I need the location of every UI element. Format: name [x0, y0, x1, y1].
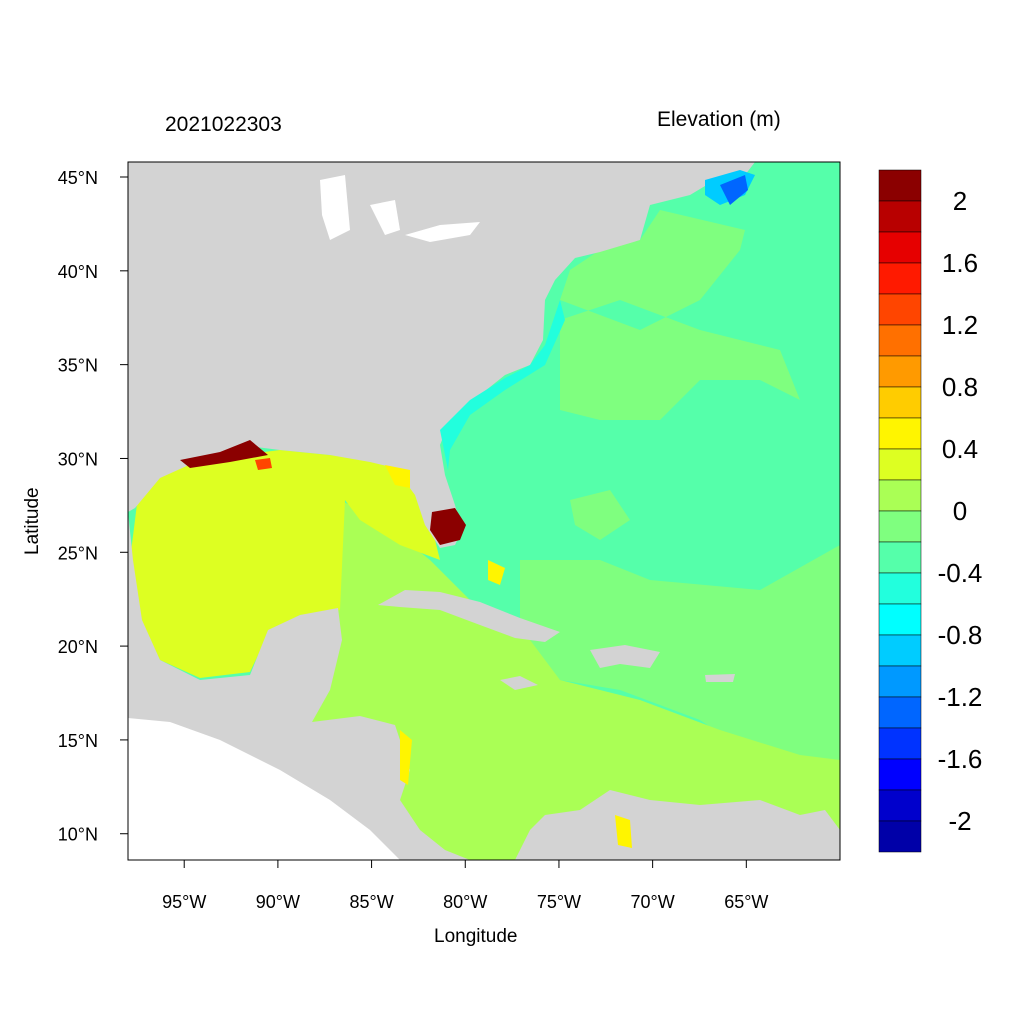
x-tick-label: 70°W [631, 892, 675, 912]
caribbean-water [300, 500, 840, 860]
colorbar-bin [878, 727, 922, 760]
great-lakes-nodata [320, 175, 480, 242]
gulf-of-mexico-water [130, 450, 440, 678]
pacific-nodata [128, 718, 400, 860]
colorbar-bin [878, 789, 922, 822]
colorbar: 2 1.6 1.2 0.8 0.4 0 -0.4 -0.8 -1.2 -1.6 -2 [878, 169, 983, 853]
colorbar-bin [878, 541, 922, 574]
colorbar-bin [878, 758, 922, 791]
y-tick-label: 45°N [58, 168, 98, 188]
y-tick-label: 20°N [58, 637, 98, 657]
colorbar-bin [878, 200, 922, 233]
atlantic-green-region [520, 210, 840, 760]
colorbar-label: -2 [948, 806, 971, 836]
x-tick-label: 65°W [724, 892, 768, 912]
y-axis-label: Latitude [22, 487, 43, 555]
colorbar-bin [878, 355, 922, 388]
y-tick-label: 30°N [58, 449, 98, 469]
land-hispaniola [590, 645, 660, 668]
colorbar-bin [878, 572, 922, 605]
y-axis: 10°N 15°N 20°N 25°N 30°N 35°N 40°N 45°N [58, 168, 128, 845]
plot-frame [127, 161, 841, 861]
x-axis: 95°W 90°W 85°W 80°W 75°W 70°W 65°W [162, 860, 768, 912]
surge-florida [430, 508, 466, 545]
y-tick-label: 35°N [58, 356, 98, 376]
colorbar-bin [878, 386, 922, 419]
colorbar-bin [878, 448, 922, 481]
colorbar-bin [878, 820, 922, 853]
colorbar-bin [878, 510, 922, 543]
colorbar-label: -0.8 [938, 620, 983, 650]
colorbar-bin [878, 665, 922, 698]
colorbar-bin [878, 634, 922, 667]
land-south-america [515, 790, 840, 860]
coastal-cyan-east [440, 300, 565, 470]
surge-gulf-coast [180, 440, 268, 468]
colorbar-label: -1.6 [938, 744, 983, 774]
surge-louisiana [255, 458, 272, 470]
colorbar-title: Elevation (m) [657, 108, 781, 131]
colorbar-label: 1.2 [942, 310, 978, 340]
colorbar-label: 1.6 [942, 248, 978, 278]
colorbar-label: 2 [953, 186, 967, 216]
colorbar-bin [878, 169, 922, 202]
colorbar-label: 0.8 [942, 372, 978, 402]
colorbar-bin [878, 262, 922, 295]
x-tick-label: 85°W [349, 892, 393, 912]
x-tick-label: 80°W [443, 892, 487, 912]
land-puerto-rico [705, 674, 735, 682]
y-tick-label: 25°N [58, 543, 98, 563]
colorbar-bin [878, 603, 922, 636]
x-tick-label: 75°W [537, 892, 581, 912]
x-tick-label: 95°W [162, 892, 206, 912]
colorbar-label: -0.4 [938, 558, 983, 588]
colorbar-label: 0.4 [942, 434, 978, 464]
x-axis-label: Longitude [434, 926, 518, 947]
land-north-america [128, 162, 755, 548]
colorbar-bin [878, 417, 922, 450]
colorbar-label: 0 [953, 496, 967, 526]
colorbar-bin [878, 231, 922, 264]
x-tick-label: 90°W [256, 892, 300, 912]
gulf-of-maine-lowest [720, 175, 748, 205]
colorbar-bin [878, 293, 922, 326]
plot-title: 2021022303 [165, 113, 282, 136]
colorbar-bin [878, 696, 922, 729]
colorbar-bin [878, 479, 922, 512]
land-jamaica [500, 676, 538, 690]
colorbar-bin [878, 324, 922, 357]
y-tick-label: 40°N [58, 262, 98, 282]
map-field [128, 162, 840, 860]
y-tick-label: 15°N [58, 731, 98, 751]
land-cuba [378, 590, 560, 642]
colorbar-label: -1.2 [938, 682, 983, 712]
y-tick-label: 10°N [58, 825, 98, 845]
